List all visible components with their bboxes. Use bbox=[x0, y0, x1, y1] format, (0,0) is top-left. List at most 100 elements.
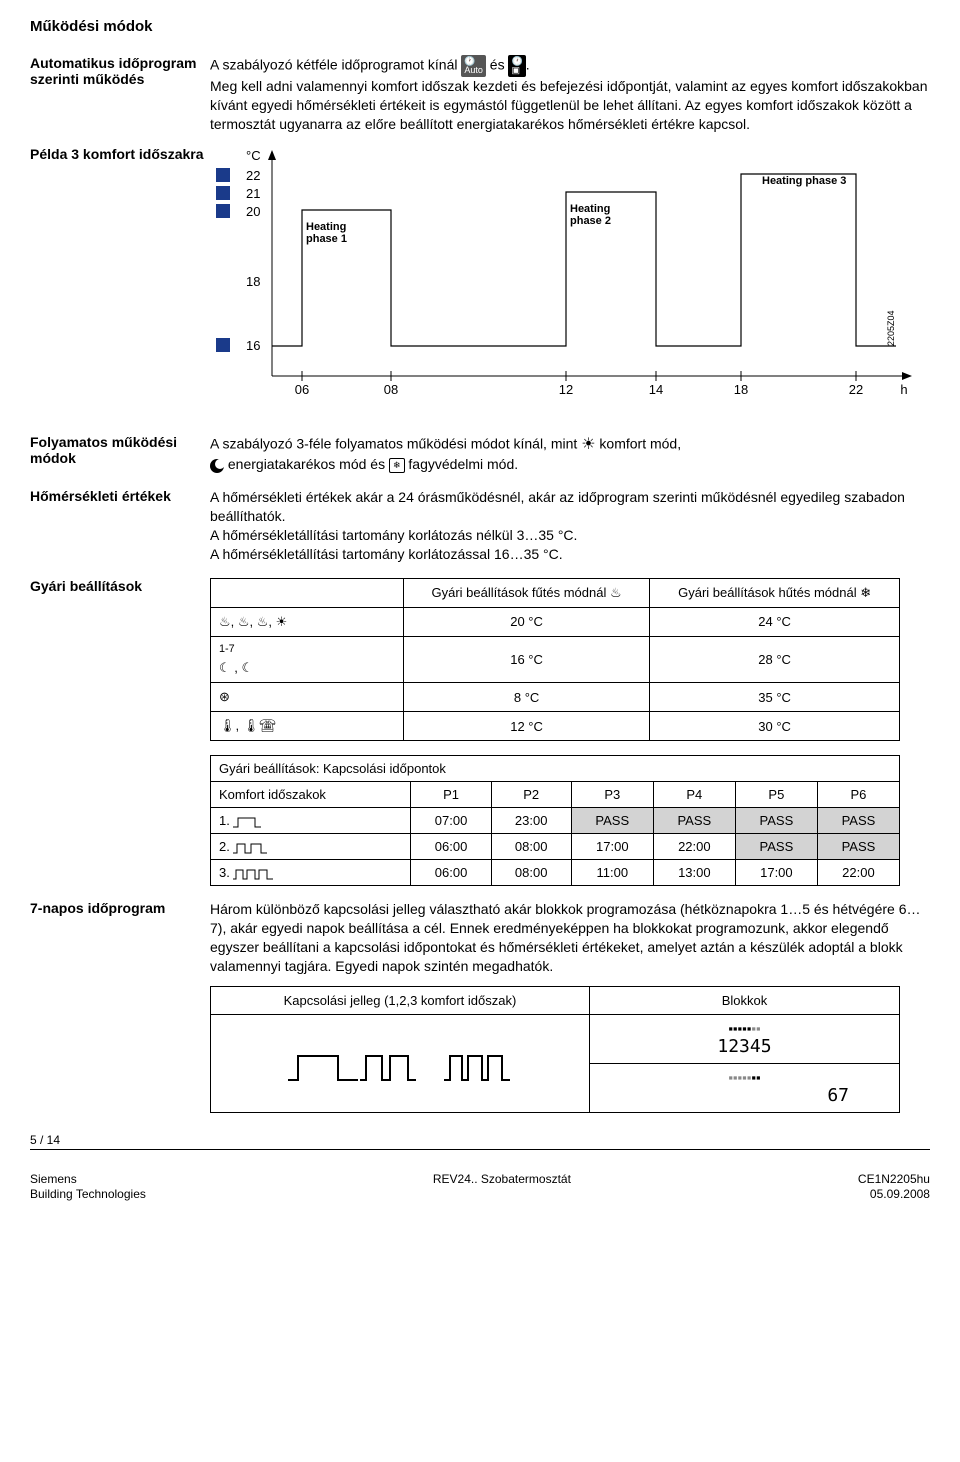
svg-text:Heating: Heating bbox=[306, 221, 346, 233]
sw-h4: P4 bbox=[653, 782, 735, 808]
row1-icon: ♨, ♨, ♨, ☀ bbox=[211, 607, 404, 636]
svg-text:Heating: Heating bbox=[570, 203, 610, 215]
row4-icon: 🌡, 🌡☎ bbox=[211, 712, 404, 741]
cool-icon: ❄ bbox=[860, 585, 871, 600]
label-example: Példa 3 komfort időszakra bbox=[30, 146, 210, 162]
swr1-1: 07:00 bbox=[411, 808, 491, 834]
row2-heat: 16 °C bbox=[403, 636, 649, 682]
svg-text:°C: °C bbox=[246, 148, 261, 163]
footer-r1: CE1N2205hu bbox=[858, 1172, 930, 1188]
row3-cool: 35 °C bbox=[650, 683, 900, 712]
swr2-6: PASS bbox=[817, 834, 899, 860]
label-temp: Hőmérsékleti értékek bbox=[30, 488, 210, 564]
footer-r2: 05.09.2008 bbox=[858, 1187, 930, 1203]
factory-table: Gyári beállítások fűtés módnál ♨ Gyári b… bbox=[210, 578, 900, 741]
swr3-2: 08:00 bbox=[491, 860, 571, 886]
auto-p2: Meg kell adni valamennyi komfort időszak… bbox=[210, 77, 930, 134]
svg-text:2205Z04: 2205Z04 bbox=[886, 310, 896, 346]
swr1-label: 1. bbox=[211, 808, 411, 834]
label-factory: Gyári beállítások bbox=[30, 578, 210, 886]
swr3-label: 3. bbox=[211, 860, 411, 886]
blokk-12345: ▪▪▪▪▪▪▪ 12345 bbox=[589, 1014, 899, 1063]
blokk-h2: Blokkok bbox=[589, 986, 899, 1014]
swr3-1: 06:00 bbox=[411, 860, 491, 886]
footer-l2: Building Technologies bbox=[30, 1187, 146, 1203]
svg-text:22: 22 bbox=[849, 382, 863, 397]
sw-h0: Komfort időszakok bbox=[211, 782, 411, 808]
svg-text:18: 18 bbox=[734, 382, 748, 397]
sw-h5: P5 bbox=[735, 782, 817, 808]
row1-heat: 20 °C bbox=[403, 607, 649, 636]
blokk-pulses bbox=[211, 1014, 590, 1112]
swr3-4: 13:00 bbox=[653, 860, 735, 886]
swr3-6: 22:00 bbox=[817, 860, 899, 886]
temp-p2: A hőmérsékletállítási tartomány korlátoz… bbox=[210, 526, 930, 545]
svg-text:h: h bbox=[900, 382, 907, 397]
continuous-p: A szabályozó 3-féle folyamatos működési … bbox=[210, 434, 930, 474]
svg-text:phase 1: phase 1 bbox=[306, 233, 347, 245]
label-auto: Automatikus időprogram szerinti működés bbox=[30, 55, 210, 134]
blokk-h1: Kapcsolási jelleg (1,2,3 komfort időszak… bbox=[211, 986, 590, 1014]
row2-icon: 1-7☾ , ☾ bbox=[211, 636, 404, 682]
page-title: Működési módok bbox=[30, 18, 930, 35]
auto-icon: 🕐Auto bbox=[461, 55, 486, 77]
sw-h2: P2 bbox=[491, 782, 571, 808]
swr2-5: PASS bbox=[735, 834, 817, 860]
swr2-4: 22:00 bbox=[653, 834, 735, 860]
temp-p1: A hőmérsékleti értékek akár a 24 órásműk… bbox=[210, 488, 930, 526]
swr2-2: 08:00 bbox=[491, 834, 571, 860]
svg-text:16: 16 bbox=[246, 338, 260, 353]
temp-p3: A hőmérsékletállítási tartomány korlátoz… bbox=[210, 545, 930, 564]
svg-text:phase 2: phase 2 bbox=[570, 215, 611, 227]
blokk-67: ▪▪▪▪▪▪▪ 67 bbox=[589, 1063, 899, 1112]
frost-icon: ❄ bbox=[389, 458, 405, 473]
svg-text:14: 14 bbox=[649, 382, 663, 397]
svg-text:Heating phase 3: Heating phase 3 bbox=[762, 175, 846, 187]
switching-table: Gyári beállítások: Kapcsolási időpontok … bbox=[210, 755, 900, 886]
sw-h6: P6 bbox=[817, 782, 899, 808]
swr1-4: PASS bbox=[653, 808, 735, 834]
svg-text:20: 20 bbox=[246, 204, 260, 219]
swr3-3: 11:00 bbox=[571, 860, 653, 886]
svg-text:12: 12 bbox=[559, 382, 573, 397]
cont-p2b: fagyvédelmi mód. bbox=[408, 456, 518, 472]
label-7day: 7-napos időprogram bbox=[30, 900, 210, 1113]
blokk-table: Kapcsolási jelleg (1,2,3 komfort időszak… bbox=[210, 986, 900, 1113]
switch-title: Gyári beállítások: Kapcsolási időpontok bbox=[211, 756, 900, 782]
swr1-2: 23:00 bbox=[491, 808, 571, 834]
swr1-6: PASS bbox=[817, 808, 899, 834]
footer: Siemens Building Technologies REV24.. Sz… bbox=[30, 1172, 930, 1203]
footer-l1: Siemens bbox=[30, 1172, 146, 1188]
swr1-5: PASS bbox=[735, 808, 817, 834]
sw-h1: P1 bbox=[411, 782, 491, 808]
hdr-heat: Gyári beállítások fűtés módnál ♨ bbox=[403, 578, 649, 607]
auto-p1a: A szabályozó kétféle időprogramot kínál bbox=[210, 57, 461, 73]
cont-p1a: A szabályozó 3-féle folyamatos működési … bbox=[210, 435, 581, 451]
cont-p2a: energiatakarékos mód és bbox=[228, 456, 389, 472]
sw-h3: P3 bbox=[571, 782, 653, 808]
label-continuous: Folyamatos működési módok bbox=[30, 434, 210, 474]
page-num: 5 / 14 bbox=[30, 1133, 930, 1147]
swr1-3: PASS bbox=[571, 808, 653, 834]
swr2-label: 2. bbox=[211, 834, 411, 860]
row4-heat: 12 °C bbox=[403, 712, 649, 741]
row1-cool: 24 °C bbox=[650, 607, 900, 636]
swr2-1: 06:00 bbox=[411, 834, 491, 860]
swr2-3: 17:00 bbox=[571, 834, 653, 860]
heat-icon: ♨ bbox=[610, 585, 622, 600]
heating-chart: °C 22 21 20 18 16 bbox=[216, 146, 916, 416]
svg-text:22: 22 bbox=[246, 168, 260, 183]
svg-text:08: 08 bbox=[384, 382, 398, 397]
cont-p1b: komfort mód, bbox=[599, 435, 681, 451]
row2-cool: 28 °C bbox=[650, 636, 900, 682]
auto-p1: A szabályozó kétféle időprogramot kínál … bbox=[210, 55, 930, 77]
svg-text:06: 06 bbox=[295, 382, 309, 397]
swr3-5: 17:00 bbox=[735, 860, 817, 886]
auto-p1b: és bbox=[490, 57, 509, 73]
row3-heat: 8 °C bbox=[403, 683, 649, 712]
clock-icon: 🕐▣ bbox=[508, 55, 525, 77]
moon-icon bbox=[210, 459, 224, 473]
row4-cool: 30 °C bbox=[650, 712, 900, 741]
row3-icon: ⊛ bbox=[211, 683, 404, 712]
svg-text:21: 21 bbox=[246, 186, 260, 201]
